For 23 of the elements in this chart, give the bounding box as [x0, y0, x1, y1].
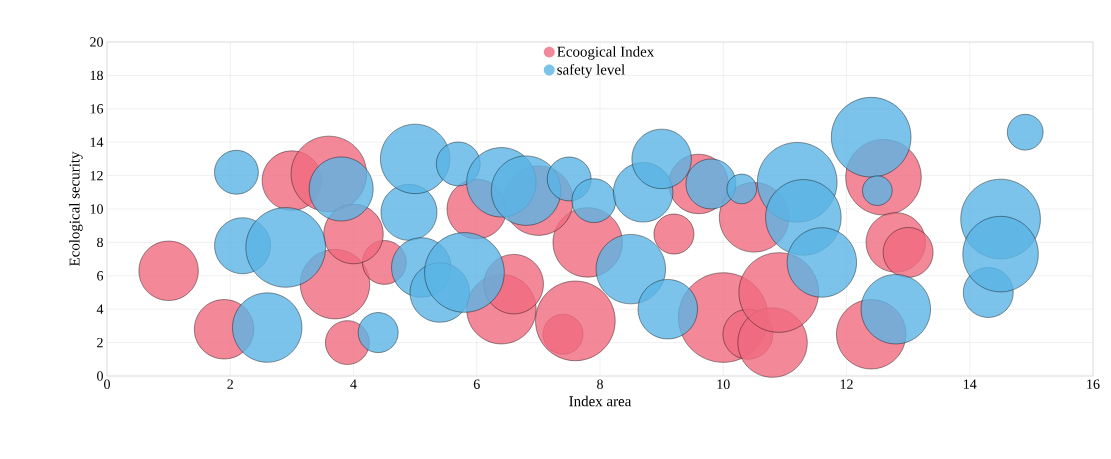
y-tick-label: 0 — [97, 371, 103, 381]
x-tick-label: 12 — [840, 379, 853, 389]
y-tick-label: 4 — [96, 304, 104, 314]
x-tick-label: 14 — [964, 379, 977, 389]
y-axis-title: Ecological security — [69, 151, 83, 267]
x-tick-label: 6 — [473, 379, 480, 389]
x-tick-label: 16 — [1087, 379, 1100, 389]
y-tick-label: 16 — [90, 104, 104, 114]
x-axis-title: Index area — [569, 395, 632, 407]
x-tick-label: 10 — [717, 379, 730, 389]
legend-label: Ecoogical Index — [557, 46, 655, 60]
legend-label: safety level — [557, 64, 625, 78]
y-tick-label: 6 — [97, 271, 104, 281]
x-tick-label: 2 — [227, 379, 233, 389]
y-tick-label: 10 — [90, 204, 103, 214]
y-tick-label: 14 — [90, 137, 104, 147]
y-tick-label: 2 — [97, 337, 103, 348]
y-tick-label: 8 — [97, 237, 103, 248]
y-tick-label: 12 — [90, 170, 103, 181]
y-tick-label: 18 — [90, 70, 103, 81]
y-tick-label: 20 — [90, 37, 103, 47]
x-tick-label: 8 — [597, 379, 603, 389]
x-tick-label: 4 — [350, 379, 357, 389]
